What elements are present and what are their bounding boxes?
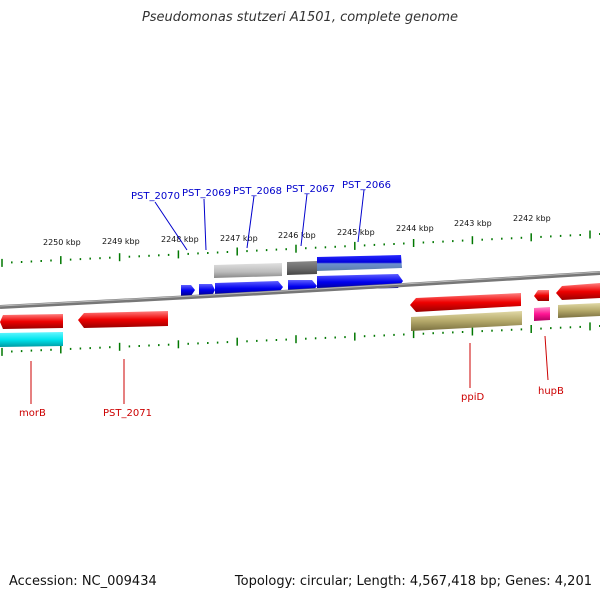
kbp-label: 2250 kbp [43, 238, 81, 247]
inner-tick-ring [1, 322, 600, 356]
gene-labels-bottom: morB PST_2071 ppiD hupB [19, 335, 564, 419]
gene-pst2071[interactable] [78, 311, 168, 328]
label-pst2068[interactable]: PST_2068 [233, 186, 282, 197]
gene-track-lower [0, 283, 600, 347]
gene-hupb-shaded[interactable] [534, 307, 550, 321]
gene-track-upper [214, 255, 402, 278]
gene-right-edge[interactable] [556, 283, 600, 300]
kbp-label: 2244 kbp [396, 224, 434, 233]
gene-right-edge-shaded[interactable] [558, 303, 600, 318]
gene-morb[interactable] [0, 314, 63, 329]
kbp-labels: 2250 kbp 2249 kbp 2248 kbp 2247 kbp 2246… [43, 214, 551, 247]
gene-hupb-left[interactable] [534, 290, 549, 301]
gene-pst2069[interactable] [199, 284, 215, 296]
accession-text: Accession: NC_009434 [9, 574, 157, 589]
label-morb[interactable]: morB [19, 408, 46, 419]
label-hupb[interactable]: hupB [538, 386, 564, 397]
gene-ppid[interactable] [410, 293, 521, 312]
kbp-label: 2249 kbp [102, 237, 140, 246]
outer-tick-ring [1, 230, 600, 267]
genome-summary-text: Topology: circular; Length: 4,567,418 bp… [234, 574, 592, 589]
gene-labels-top: PST_2070 PST_2069 PST_2068 PST_2067 PST_… [131, 180, 391, 251]
label-pst2069[interactable]: PST_2069 [182, 188, 231, 199]
gene-ppid-shaded[interactable] [411, 311, 522, 331]
gene-pst2067-shaded[interactable] [287, 261, 317, 275]
kbp-label: 2245 kbp [337, 228, 375, 237]
label-pst2071[interactable]: PST_2071 [103, 408, 152, 419]
label-pst2070[interactable]: PST_2070 [131, 191, 180, 202]
kbp-label: 2242 kbp [513, 214, 551, 223]
label-ppid[interactable]: ppiD [461, 392, 484, 403]
gene-pst2070[interactable] [181, 285, 195, 296]
kbp-label: 2246 kbp [278, 231, 316, 240]
label-pst2067[interactable]: PST_2067 [286, 184, 335, 195]
genome-title: Pseudomonas stutzeri A1501, complete gen… [141, 10, 459, 25]
kbp-label: 2247 kbp [220, 234, 258, 243]
gene-pst2069-shaded[interactable] [214, 263, 282, 278]
gene-morb-shaded[interactable] [0, 332, 63, 347]
genome-backbone [0, 271, 600, 309]
label-pst2066[interactable]: PST_2066 [342, 180, 391, 191]
gene-pst2066-shaded[interactable] [317, 255, 402, 271]
kbp-label: 2243 kbp [454, 219, 492, 228]
